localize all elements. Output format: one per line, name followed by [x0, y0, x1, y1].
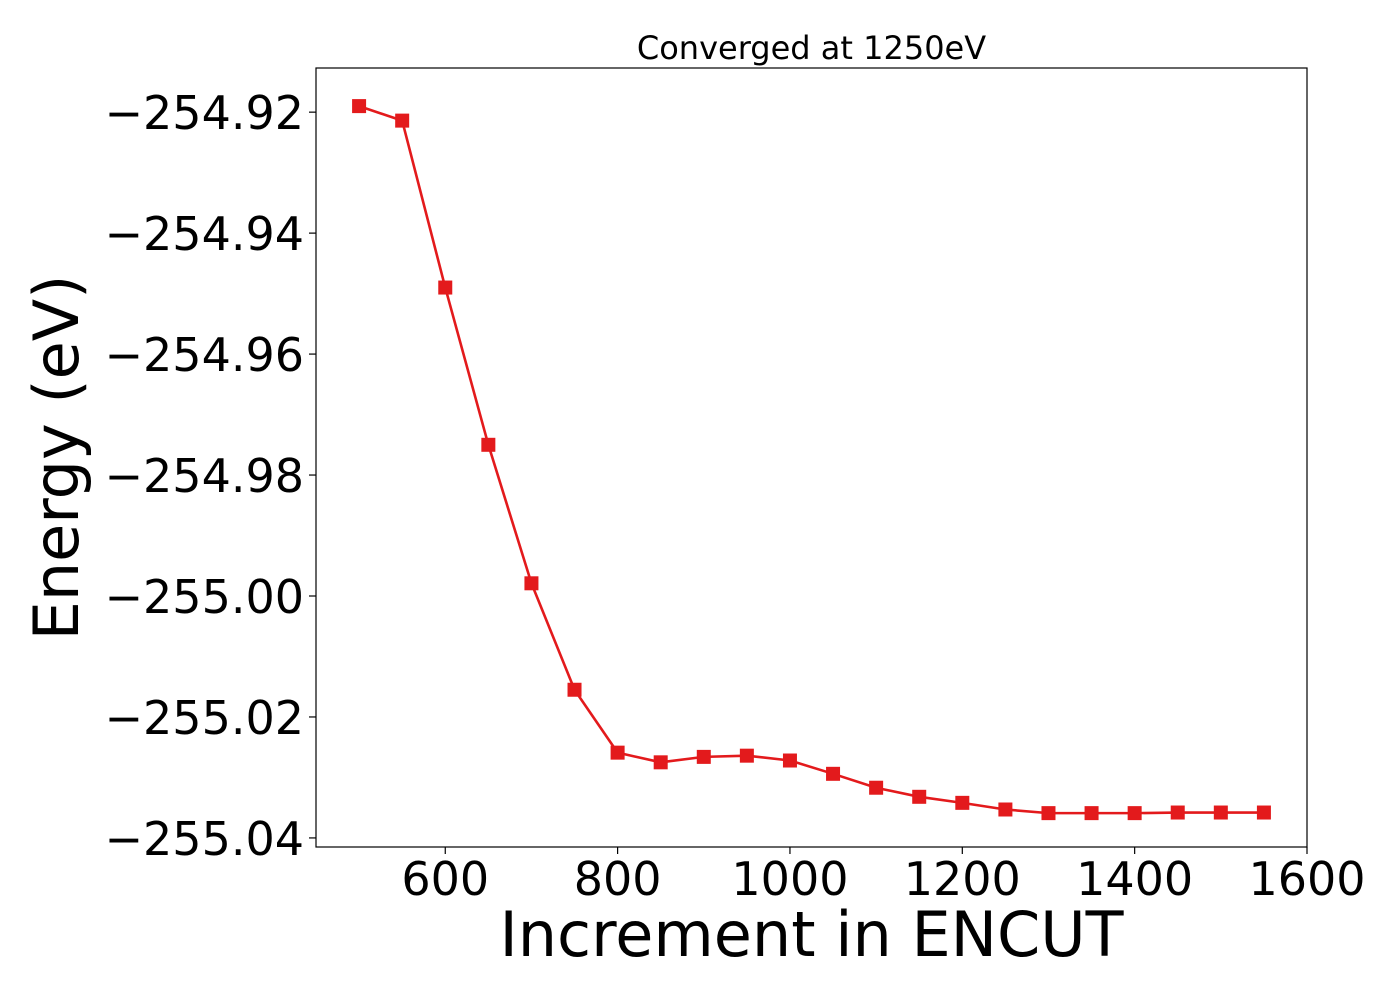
data-point-marker — [438, 280, 453, 295]
x-tick-label: 1200 — [904, 852, 1021, 906]
data-point-marker — [524, 576, 539, 591]
data-point-marker — [567, 682, 582, 697]
data-point-marker — [1041, 806, 1056, 821]
data-point-marker — [1213, 805, 1228, 820]
data-point-marker — [352, 99, 367, 114]
series-line — [358, 104, 1264, 815]
data-point-marker — [826, 766, 841, 781]
x-axis-label: Increment in ENCUT — [499, 898, 1124, 971]
data-point-marker — [739, 748, 754, 763]
data-point-marker — [696, 749, 711, 764]
y-tick-label: −254.96 — [105, 328, 305, 382]
data-point-marker — [481, 437, 496, 452]
x-tick-label: 600 — [401, 852, 489, 906]
x-tick-label: 1000 — [731, 852, 848, 906]
y-tick-label: −254.98 — [105, 449, 305, 503]
y-axis: −254.92 −254.94 −254.96 −254.98 −255.00 −255.… — [105, 86, 316, 866]
x-tick-label: 800 — [574, 852, 662, 906]
data-point-marker — [955, 795, 970, 810]
data-point-marker — [1127, 806, 1142, 821]
data-point-marker — [1256, 805, 1271, 820]
data-point-marker — [1170, 805, 1185, 820]
data-point-marker — [1084, 806, 1099, 821]
y-tick-label: −255.00 — [105, 570, 305, 624]
x-tick-label: 1600 — [1248, 852, 1365, 906]
data-point-marker — [782, 753, 797, 768]
y-tick-label: −254.92 — [105, 86, 305, 140]
y-tick-label: −254.94 — [105, 207, 305, 261]
y-tick-label: −255.02 — [105, 691, 305, 745]
data-point-marker — [395, 113, 410, 128]
data-point-marker — [998, 802, 1013, 817]
x-axis: 600 800 1000 1200 1400 1600 — [401, 847, 1366, 906]
x-tick-label: 1400 — [1076, 852, 1193, 906]
data-point-marker — [610, 745, 625, 760]
y-tick-label: −255.04 — [105, 812, 305, 866]
y-axis-label: Energy (eV) — [20, 275, 93, 641]
data-point-marker — [912, 789, 927, 804]
data-point-marker — [869, 780, 884, 795]
plot-area — [352, 99, 1271, 821]
plot-frame — [315, 67, 1308, 848]
data-point-marker — [653, 755, 668, 770]
chart-title: Converged at 1250eV — [637, 29, 986, 67]
